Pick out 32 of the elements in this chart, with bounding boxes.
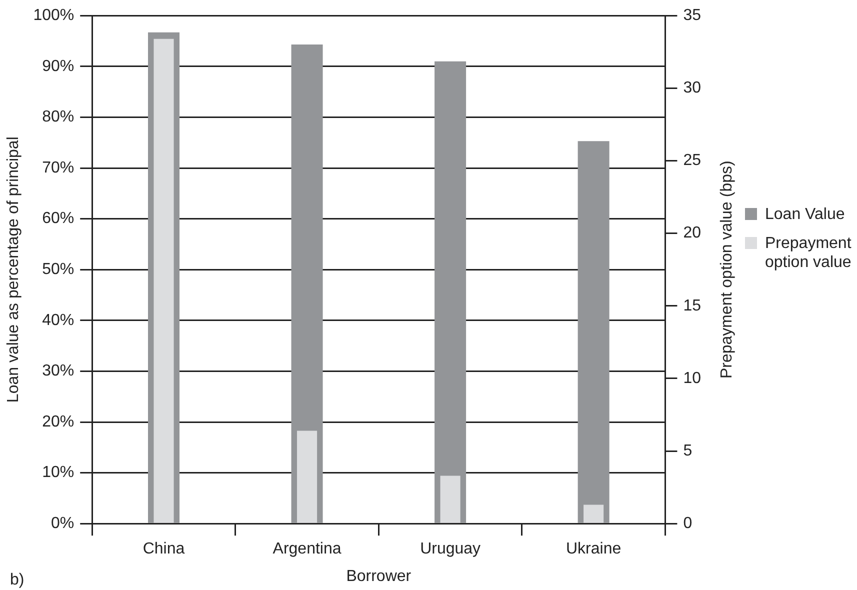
x-tick-label: Ukraine [566, 540, 622, 558]
x-tick-label: Uruguay [420, 540, 481, 558]
y-tick-label: 0% [50, 515, 74, 532]
bar [584, 504, 604, 523]
y2-tick-label: 25 [683, 152, 702, 170]
y2-axis-title: Prepayment option value (bps) [718, 160, 736, 379]
y-tick-label: 80% [42, 108, 74, 126]
y-tick-label: 10% [42, 464, 74, 482]
y2-tick-label: 35 [683, 7, 702, 24]
y2-tick-label: 15 [683, 297, 702, 314]
text: b) [10, 571, 24, 588]
y2-tick-label: 5 [683, 442, 692, 460]
x-tick-label: Argentina [272, 540, 342, 558]
y-tick-label: 50% [42, 261, 74, 278]
y-tick-label: 40% [42, 312, 74, 329]
y-axis-title: Loan value as percentage of principal [5, 136, 22, 403]
bar [297, 430, 318, 523]
y-tick-label: 90% [42, 58, 74, 75]
y-tick-label: 70% [42, 159, 74, 176]
legend-label: Prepayment option value [765, 234, 852, 272]
y2-tick-label: 10 [683, 370, 702, 387]
x-axis-title: Borrower [346, 568, 412, 585]
y-tick-label: 30% [42, 362, 74, 380]
legend-label: Loan Value [765, 205, 846, 224]
y-tick-label: 60% [42, 210, 74, 228]
y-tick-label: 20% [42, 413, 74, 430]
y2-tick-label: 30 [683, 80, 702, 97]
y2-tick-label: 0 [683, 515, 692, 532]
y-tick-label: 100% [33, 7, 74, 24]
bar [440, 476, 460, 523]
x-tick-label: China [142, 540, 185, 558]
y2-tick-label: 20 [683, 224, 702, 242]
